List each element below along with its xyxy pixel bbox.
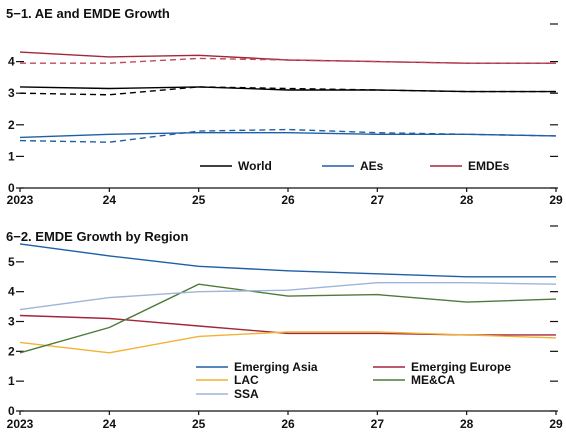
x-tick-label: 2023 bbox=[7, 193, 34, 207]
x-tick-label: 26 bbox=[281, 417, 295, 431]
panel-title: 6−2. EMDE Growth by Region bbox=[6, 229, 188, 244]
panel-title: 5−1. AE and EMDE Growth bbox=[6, 6, 170, 21]
x-tick-label: 29 bbox=[549, 193, 563, 207]
legend-label: World bbox=[238, 159, 272, 173]
y-tick-label: 0 bbox=[8, 404, 15, 418]
x-tick-label: 2023 bbox=[7, 417, 34, 431]
y-tick-label: 2 bbox=[8, 118, 15, 132]
legend-label: EMDEs bbox=[468, 159, 510, 173]
y-tick-label: 3 bbox=[8, 86, 15, 100]
x-tick-label: 25 bbox=[192, 417, 206, 431]
legend-label: AEs bbox=[360, 159, 384, 173]
x-tick-label: 26 bbox=[281, 193, 295, 207]
series-line-ssa bbox=[19, 282, 557, 311]
y-tick-label: 4 bbox=[8, 285, 15, 299]
legend-label: Emerging Asia bbox=[234, 360, 318, 374]
y-tick-label: 2 bbox=[8, 344, 15, 358]
legend-label: LAC bbox=[234, 373, 259, 387]
legend-label: Emerging Europe bbox=[411, 360, 511, 374]
series-line-emerging-asia bbox=[19, 243, 556, 278]
series-line-lac bbox=[19, 331, 557, 354]
series-line-aes bbox=[19, 131, 557, 139]
panel-emde-growth-by-region: 6−2. EMDE Growth by Region 0 1 2 3 4 5 2023 24 25… bbox=[6, 225, 563, 431]
y-tick-label: 4 bbox=[8, 55, 15, 69]
x-tick-label: 27 bbox=[371, 193, 385, 207]
series-line-world bbox=[19, 86, 556, 93]
x-tick-label: 24 bbox=[103, 193, 117, 207]
series-line-dashed-5 bbox=[20, 57, 556, 64]
y-tick-label: 0 bbox=[8, 181, 15, 195]
legend-label: ME&CA bbox=[411, 373, 455, 387]
legend-label: SSA bbox=[234, 387, 259, 401]
series-line-dashed-3 bbox=[19, 128, 557, 143]
y-tick-label: 1 bbox=[8, 374, 15, 388]
x-tick-label: 24 bbox=[103, 417, 117, 431]
panel-ae-emde-growth: 5−1. AE and EMDE Growth 0 1 2 3 4 2023 24 25 26 27… bbox=[6, 6, 563, 207]
x-tick-label: 28 bbox=[460, 193, 474, 207]
x-tick-label: 29 bbox=[549, 417, 563, 431]
y-tick-label: 5 bbox=[8, 255, 15, 269]
x-tick-label: 28 bbox=[460, 417, 474, 431]
x-tick-label: 27 bbox=[371, 417, 385, 431]
series-line-emdes bbox=[19, 51, 556, 64]
y-tick-label: 3 bbox=[8, 315, 15, 329]
x-tick-label: 25 bbox=[192, 193, 206, 207]
y-tick-label: 1 bbox=[8, 149, 15, 163]
series-line-me-ca bbox=[19, 283, 557, 354]
